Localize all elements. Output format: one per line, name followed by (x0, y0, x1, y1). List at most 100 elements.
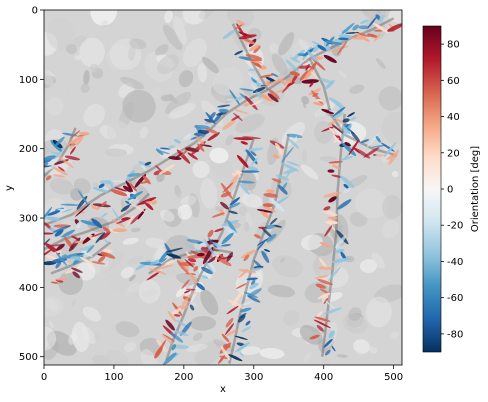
hillshade-patch (279, 257, 286, 263)
orientation-streak (78, 245, 95, 251)
orientation-streak (302, 62, 311, 66)
orientation-streak (201, 275, 209, 280)
orientation-streak (264, 224, 276, 230)
orientation-streak (44, 165, 54, 168)
orientation-streak (165, 319, 176, 331)
orientation-streak (69, 146, 76, 155)
orientation-streak (339, 175, 355, 188)
orientation-streak (233, 112, 243, 122)
orientation-streak (44, 216, 61, 221)
orientation-streak (238, 180, 255, 184)
hillshade-patch (145, 237, 166, 249)
orientation-streak (270, 198, 285, 213)
hillshade-patch (342, 313, 368, 334)
hillshade-patch (106, 273, 129, 293)
orientation-streak (272, 224, 283, 228)
orientation-streak (164, 258, 177, 265)
orientation-streak (250, 99, 264, 107)
orientation-streak (75, 203, 91, 217)
hillshade-patch (345, 264, 359, 287)
orientation-streak (76, 136, 84, 146)
orientation-streak (71, 235, 79, 240)
hillshade-patch (201, 56, 220, 74)
orientation-streak (171, 344, 177, 351)
hillshade-patch (162, 24, 183, 51)
orientation-streak (324, 349, 331, 356)
hillshade-patch (377, 10, 392, 18)
hillshade-patch (192, 160, 210, 179)
orientation-streak (86, 244, 95, 254)
orientation-streak (329, 223, 335, 231)
orientation-streak (253, 234, 262, 239)
orientation-streak (71, 267, 83, 273)
orientation-streak (247, 72, 259, 81)
colorbar-tick-label: 0 (447, 185, 453, 196)
hillshade-patch (301, 95, 310, 105)
x-tick-label: 100 (104, 372, 123, 383)
orientation-streak (212, 241, 223, 249)
orientation-streak (231, 172, 242, 178)
hillshade-patch (240, 169, 257, 191)
orientation-streak (181, 279, 190, 289)
orientation-streak (323, 338, 333, 348)
orientation-streak (331, 174, 343, 178)
orientation-streak (130, 213, 142, 225)
hillshade-patch (314, 121, 334, 144)
orientation-streak (207, 256, 218, 263)
orientation-streak (98, 183, 105, 189)
orientation-streak (261, 211, 270, 219)
hillshade-patch (269, 43, 279, 53)
orientation-streak (214, 228, 224, 233)
orientation-streak (256, 209, 273, 213)
orientation-streak (286, 81, 295, 87)
orientation-streak (239, 183, 250, 195)
orientation-streak (340, 123, 353, 139)
orientation-streak (257, 239, 267, 251)
hillshade-patch (182, 38, 207, 67)
orientation-streak (367, 16, 377, 29)
orientation-streak (383, 142, 397, 158)
orientation-streak (347, 112, 356, 118)
hillshade-patch (182, 10, 205, 25)
orientation-streak (102, 226, 111, 233)
hillshade-patch (154, 44, 169, 56)
hillshade-patch (49, 321, 54, 329)
orientation-streak (264, 80, 271, 86)
orientation-streak (262, 203, 274, 208)
orientation-streak (152, 199, 157, 205)
hillshade-patch (105, 349, 129, 365)
orientation-streak (239, 307, 252, 313)
orientation-streak (249, 282, 259, 290)
orientation-streak (333, 137, 339, 144)
orientation-streak (328, 160, 343, 164)
orientation-streak (343, 183, 349, 189)
hillshade-patch (390, 331, 400, 339)
orientation-streak (160, 257, 167, 264)
hillshade-patch (115, 321, 140, 338)
colorbar (422, 25, 442, 353)
orientation-streak (229, 89, 241, 106)
colorbar-tick-label: -40 (447, 257, 463, 268)
hillshade-patch (164, 91, 192, 115)
hillshade-patch (140, 348, 159, 365)
y-tick-label: 500 (19, 352, 38, 363)
orientation-streak (225, 317, 234, 328)
orientation-streak (325, 220, 338, 225)
orientation-streak (342, 118, 350, 123)
hillshade-patch (127, 282, 141, 292)
orientation-streak (358, 25, 370, 30)
orientation-streak (240, 249, 256, 259)
orientation-streak (205, 128, 219, 135)
hillshade-patch (199, 10, 216, 20)
orientation-streak (157, 150, 170, 155)
hillshade-patch (180, 195, 197, 207)
orientation-streak (218, 354, 226, 364)
hillshade-patch (104, 148, 128, 157)
orientation-streak (285, 59, 299, 72)
orientation-streak (321, 108, 334, 115)
x-axis-label: x (220, 384, 226, 395)
hillshade-patch (89, 63, 99, 73)
orientation-streak (182, 297, 189, 306)
orientation-streak (316, 324, 324, 332)
orientation-streak (288, 138, 300, 149)
